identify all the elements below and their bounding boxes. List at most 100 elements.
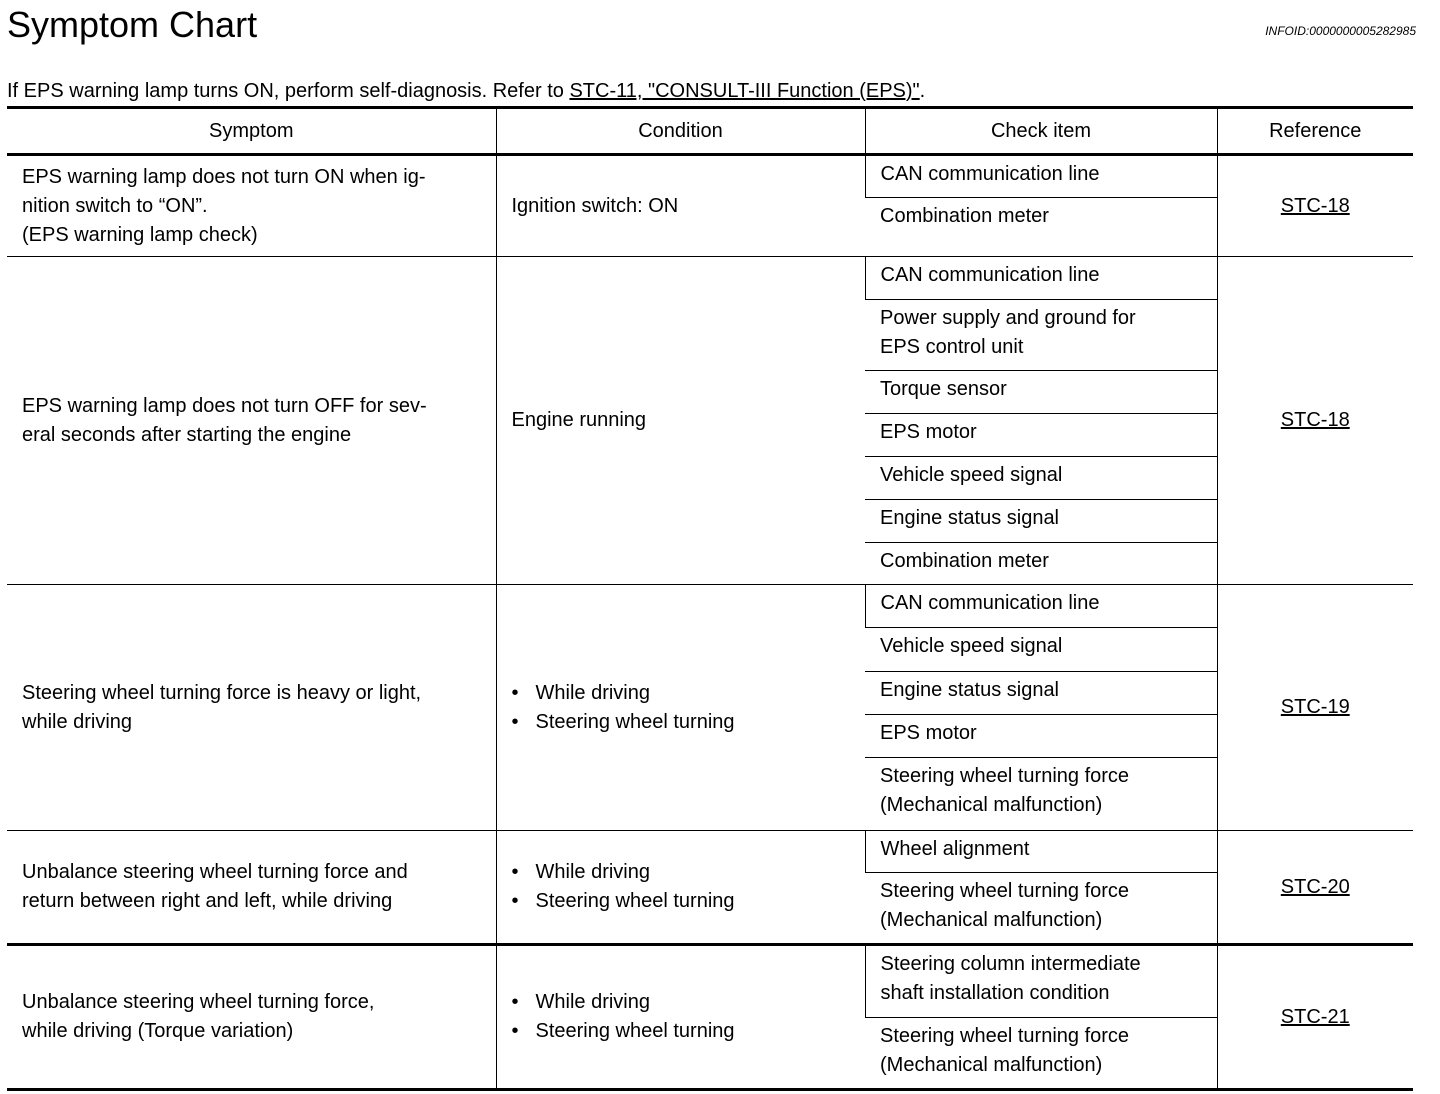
check-item-line: Combination meter [880, 550, 1049, 572]
table-row: EPS warning lamp does not turn OFF for s… [7, 256, 1413, 585]
symptom-line: Steering wheel turning force is heavy or… [22, 681, 422, 704]
check-item-line: EPS motor [880, 421, 977, 443]
check-item-cell: Engine status signal [865, 499, 1217, 543]
symptom-cell: Unbalance steering wheel turning force a… [7, 830, 496, 945]
table-row: EPS motor [7, 413, 1413, 457]
check-item-cell: Vehicle speed signal [865, 456, 1217, 500]
check-item-cell: Power supply and ground for EPS control u… [865, 299, 1217, 371]
symptom-cell: EPS warning lamp does not turn OFF for s… [7, 256, 496, 585]
check-item-cell: Combination meter [865, 542, 1217, 585]
check-item-cell: Steering wheel turning force (Mechanical … [865, 872, 1217, 945]
symptom-line: EPS warning lamp does not turn OFF for s… [22, 394, 427, 417]
info-id: INFOID:0000000005282985 [1265, 24, 1416, 38]
check-item-line: Steering wheel turning force [880, 880, 1130, 902]
check-item-line: shaft installation condition [880, 982, 1110, 1004]
check-item-line: Steering wheel turning force [880, 765, 1130, 787]
symptom-cell: Steering wheel turning force is heavy or… [7, 584, 496, 831]
condition-item: Steering wheel turning [512, 887, 850, 916]
check-item-cell: Combination meter [865, 197, 1217, 257]
table-row: Engine status signal [7, 499, 1413, 543]
table-row: Combination meter [7, 542, 1413, 585]
check-item-line: EPS motor [880, 722, 977, 744]
check-item-line: Vehicle speed signal [880, 464, 1063, 486]
check-item-line: Engine status signal [880, 679, 1060, 701]
check-item-cell: CAN communication line [864, 584, 1217, 628]
condition-cell: While drivingSteering wheel turning [495, 830, 865, 945]
check-item-line: Torque sensor [880, 378, 1007, 400]
check-item-line: Steering wheel turning force [880, 1025, 1130, 1047]
intro-end: . [919, 80, 926, 102]
table-row: EPS warning lamp does not turn ON when i… [7, 154, 1413, 257]
check-item-line: (Mechanical malfunction) [880, 1054, 1103, 1076]
check-item-line: Combination meter [880, 205, 1049, 227]
intro-text: If EPS warning lamp turns ON, perform se… [7, 80, 925, 103]
table-row: EPS motor [7, 714, 1413, 758]
check-item-cell: EPS motor [865, 413, 1217, 457]
check-item-cell: Steering wheel turning force (Mechanical … [865, 757, 1217, 831]
check-item-cell: Vehicle speed signal [865, 627, 1217, 672]
condition-list: While drivingSteering wheel turning [512, 858, 850, 916]
condition-cell: Ignition switch: ON [495, 154, 865, 257]
table-row: Engine status signal [7, 671, 1413, 715]
symptom-line: EPS warning lamp does not turn ON when i… [22, 165, 426, 188]
check-item-line: Power supply and ground for [880, 307, 1136, 329]
intro-label: If EPS warning lamp turns ON, perform se… [7, 80, 570, 102]
symptom-line: nition switch to “ON”. [22, 194, 208, 217]
check-item-cell: Steering column intermediate shaft instal… [864, 943, 1217, 1018]
check-item-cell: Torque sensor [865, 370, 1217, 414]
reference-link[interactable]: STC-18 [1280, 194, 1350, 217]
header-condition: Condition [495, 106, 865, 156]
check-item-line: CAN communication line [880, 163, 1100, 185]
condition-item: While driving [512, 988, 850, 1017]
table-row: Power supply and ground for EPS control u… [7, 299, 1413, 371]
condition-list: While drivingSteering wheel turning [512, 679, 850, 737]
page-title: Symptom Chart [7, 4, 258, 45]
condition-item: While driving [512, 679, 850, 708]
header-symptom: Symptom [7, 106, 496, 156]
condition-item: Steering wheel turning [512, 1017, 850, 1046]
symptom-line: return between right and left, while dri… [22, 890, 393, 912]
check-item-line: Engine status signal [880, 507, 1060, 529]
table-row: Steering wheel turning force (Mechanical … [7, 872, 1413, 945]
symptom-line: while driving (Torque variation) [22, 1020, 294, 1042]
condition-cell: While drivingSteering wheel turning [495, 584, 865, 831]
check-item-cell: EPS motor [865, 714, 1217, 758]
condition-cell: While drivingSteering wheel turning [495, 943, 865, 1090]
reference-cell: STC-18 [1216, 154, 1413, 257]
consult-function-link[interactable]: STC-11, "CONSULT-III Function (EPS)" [569, 80, 920, 102]
condition-item: Steering wheel turning [512, 708, 850, 737]
table-row: Unbalance steering wheel turning force a… [7, 830, 1413, 945]
check-item-line: Steering column intermediate [880, 953, 1141, 975]
table-row: Torque sensor [7, 370, 1413, 414]
reference-link[interactable]: STC-20 [1280, 875, 1350, 898]
table-row: Vehicle speed signal [7, 627, 1413, 672]
table-row: Steering wheel turning force is heavy or… [7, 584, 1413, 831]
check-item-line: (Mechanical malfunction) [880, 909, 1103, 931]
check-item-line: Vehicle speed signal [880, 635, 1063, 657]
reference-link[interactable]: STC-19 [1280, 696, 1350, 718]
condition-cell: Engine running [495, 256, 865, 585]
condition-item: While driving [512, 858, 850, 887]
symptom-cell: Unbalance steering wheel turning force, w… [7, 943, 496, 1090]
symptom-cell: EPS warning lamp does not turn ON when i… [7, 154, 496, 257]
check-item-line: CAN communication line [880, 264, 1100, 286]
reference-cell: STC-21 [1216, 943, 1413, 1090]
check-item-line: (Mechanical malfunction) [880, 794, 1103, 816]
symptom-line: while driving [22, 710, 133, 733]
check-item-cell: Wheel alignment [864, 830, 1217, 873]
table-row: Steering wheel turning force (Mechanical … [7, 1017, 1413, 1090]
condition-list: While drivingSteering wheel turning [512, 988, 850, 1046]
reference-cell: STC-18 [1216, 256, 1413, 585]
table-row: Unbalance steering wheel turning force, w… [7, 943, 1413, 1090]
check-item-line: CAN communication line [880, 592, 1100, 614]
header-check-item: Check item [864, 106, 1217, 156]
reference-link[interactable]: STC-18 [1280, 409, 1350, 431]
check-item-line: Wheel alignment [880, 838, 1030, 860]
check-item-cell: Steering wheel turning force (Mechanical … [865, 1017, 1217, 1090]
header-reference: Reference [1216, 106, 1413, 156]
reference-cell: STC-19 [1216, 584, 1413, 831]
symptom-table: Symptom Condition Check item Reference E… [7, 106, 1413, 1091]
reference-link[interactable]: STC-21 [1280, 1005, 1350, 1028]
condition-item: Engine running [511, 409, 647, 431]
table-row: Steering wheel turning force (Mechanical … [7, 757, 1413, 831]
